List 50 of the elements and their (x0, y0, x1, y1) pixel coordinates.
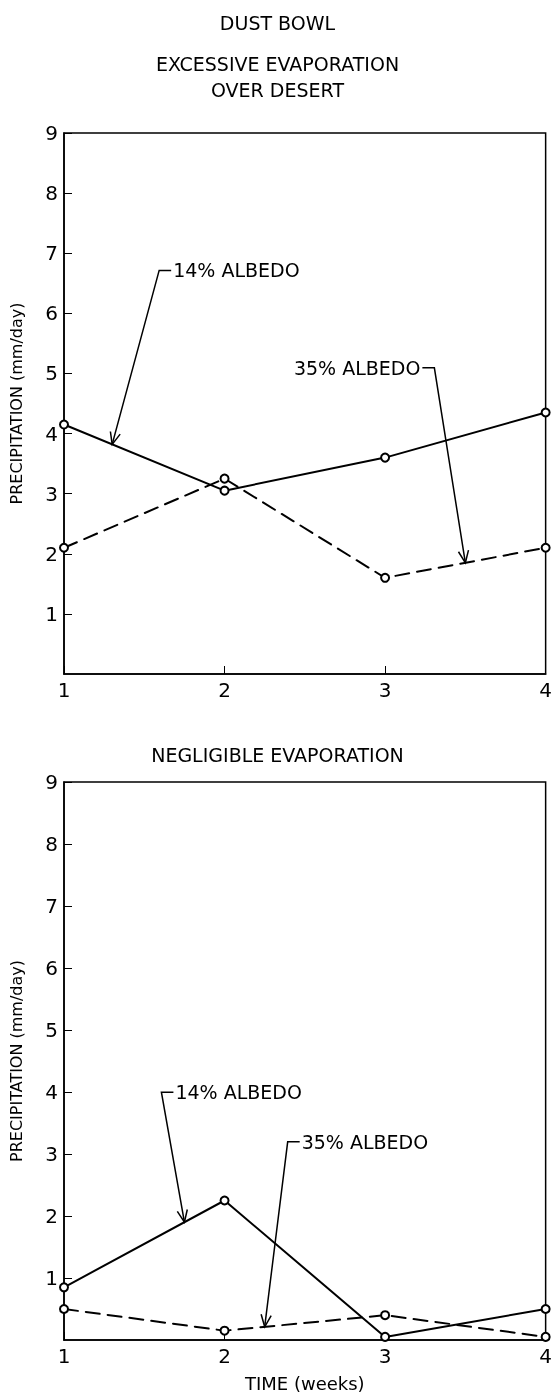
x-axis-title: TIME (weeks) (243, 1372, 365, 1394)
x-tick-label: 4 (539, 678, 552, 702)
y-tick-label: 7 (45, 241, 58, 266)
y-tick-label: 8 (45, 832, 58, 856)
point (540, 542, 551, 553)
point (219, 473, 230, 484)
chart-subtitle: EXCESSIVE EVAPORATION OVER DESERT (155, 53, 400, 101)
point (59, 1282, 69, 1293)
point (219, 1195, 230, 1206)
y-tick-label: 5 (45, 1018, 58, 1042)
y-tick-label: 6 (45, 301, 58, 326)
point (540, 407, 551, 418)
y-tick-label: 9 (45, 770, 58, 794)
chart-title: DUST BOWL (219, 11, 336, 34)
point (59, 1304, 69, 1314)
y-axis-title: PRECIPITATION (mm/day) (6, 960, 26, 1162)
point (380, 1331, 391, 1342)
text: 14% ALBEDO (175, 1081, 302, 1104)
x-tick-label: 3 (378, 1344, 392, 1368)
point (219, 1325, 230, 1336)
y-tick-label: 6 (45, 956, 58, 980)
y-tick-label: 2 (45, 1204, 58, 1228)
y-tick-label: 9 (45, 121, 58, 145)
y-tick-label: 3 (45, 1142, 58, 1166)
point (380, 572, 391, 583)
x-tick-label: 2 (218, 678, 231, 702)
y-tick-label: 4 (45, 1080, 58, 1104)
y-tick-label: 4 (45, 421, 58, 446)
y-tick-label: 5 (45, 361, 58, 386)
point (59, 542, 69, 553)
chart-title: NEGLIGIBLE EVAPORATION (151, 743, 404, 766)
text: 14% ALBEDO (173, 259, 300, 282)
y-tick-label: 1 (45, 1266, 58, 1290)
x-tick-label: 4 (539, 1344, 552, 1368)
text: 35% ALBEDO (293, 356, 421, 379)
point (540, 1304, 551, 1314)
y-tick-label: 7 (45, 894, 58, 918)
point (540, 1331, 551, 1342)
y-tick-label: 3 (45, 481, 58, 506)
y-tick-label: 2 (45, 541, 58, 566)
point (380, 1310, 391, 1321)
y-tick-label: 8 (45, 181, 58, 206)
point (59, 419, 69, 430)
y-axis-title: PRECIPITATION (mm/day) (6, 302, 26, 505)
x-tick-label: 2 (218, 1344, 231, 1368)
text: 35% ALBEDO (301, 1130, 429, 1153)
x-tick-label: 3 (378, 678, 392, 702)
point (219, 485, 230, 496)
point (380, 452, 391, 463)
y-tick-label: 1 (45, 601, 58, 626)
